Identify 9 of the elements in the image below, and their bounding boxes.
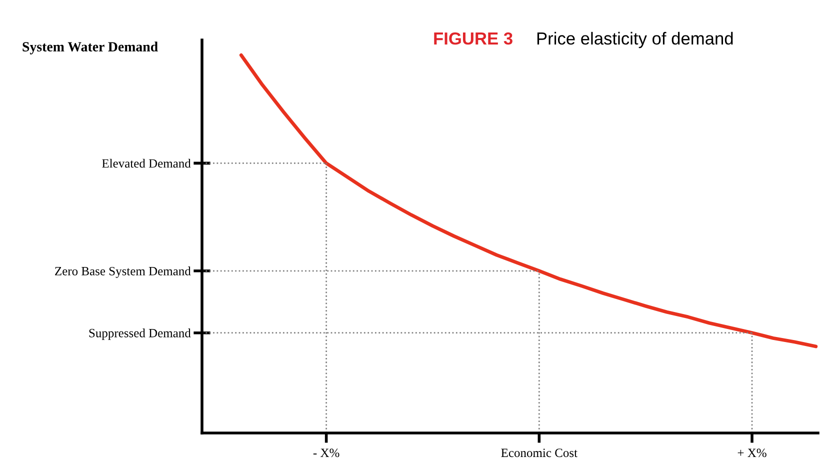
x-tick-label: Economic Cost (501, 448, 578, 458)
ref-line-label: Zero Base System Demand (55, 266, 191, 278)
ref-line-label: Suppressed Demand (89, 328, 191, 340)
chart-subtitle: Price elasticity of demand (537, 32, 733, 48)
x-tick-label: - X% (313, 448, 340, 458)
ref-line-label: Elevated Demand (102, 158, 191, 168)
text: System Water Demand (22, 42, 158, 54)
x-tick-label: + X% (738, 448, 766, 458)
chart-title: FIGURE 3 (434, 32, 512, 45)
